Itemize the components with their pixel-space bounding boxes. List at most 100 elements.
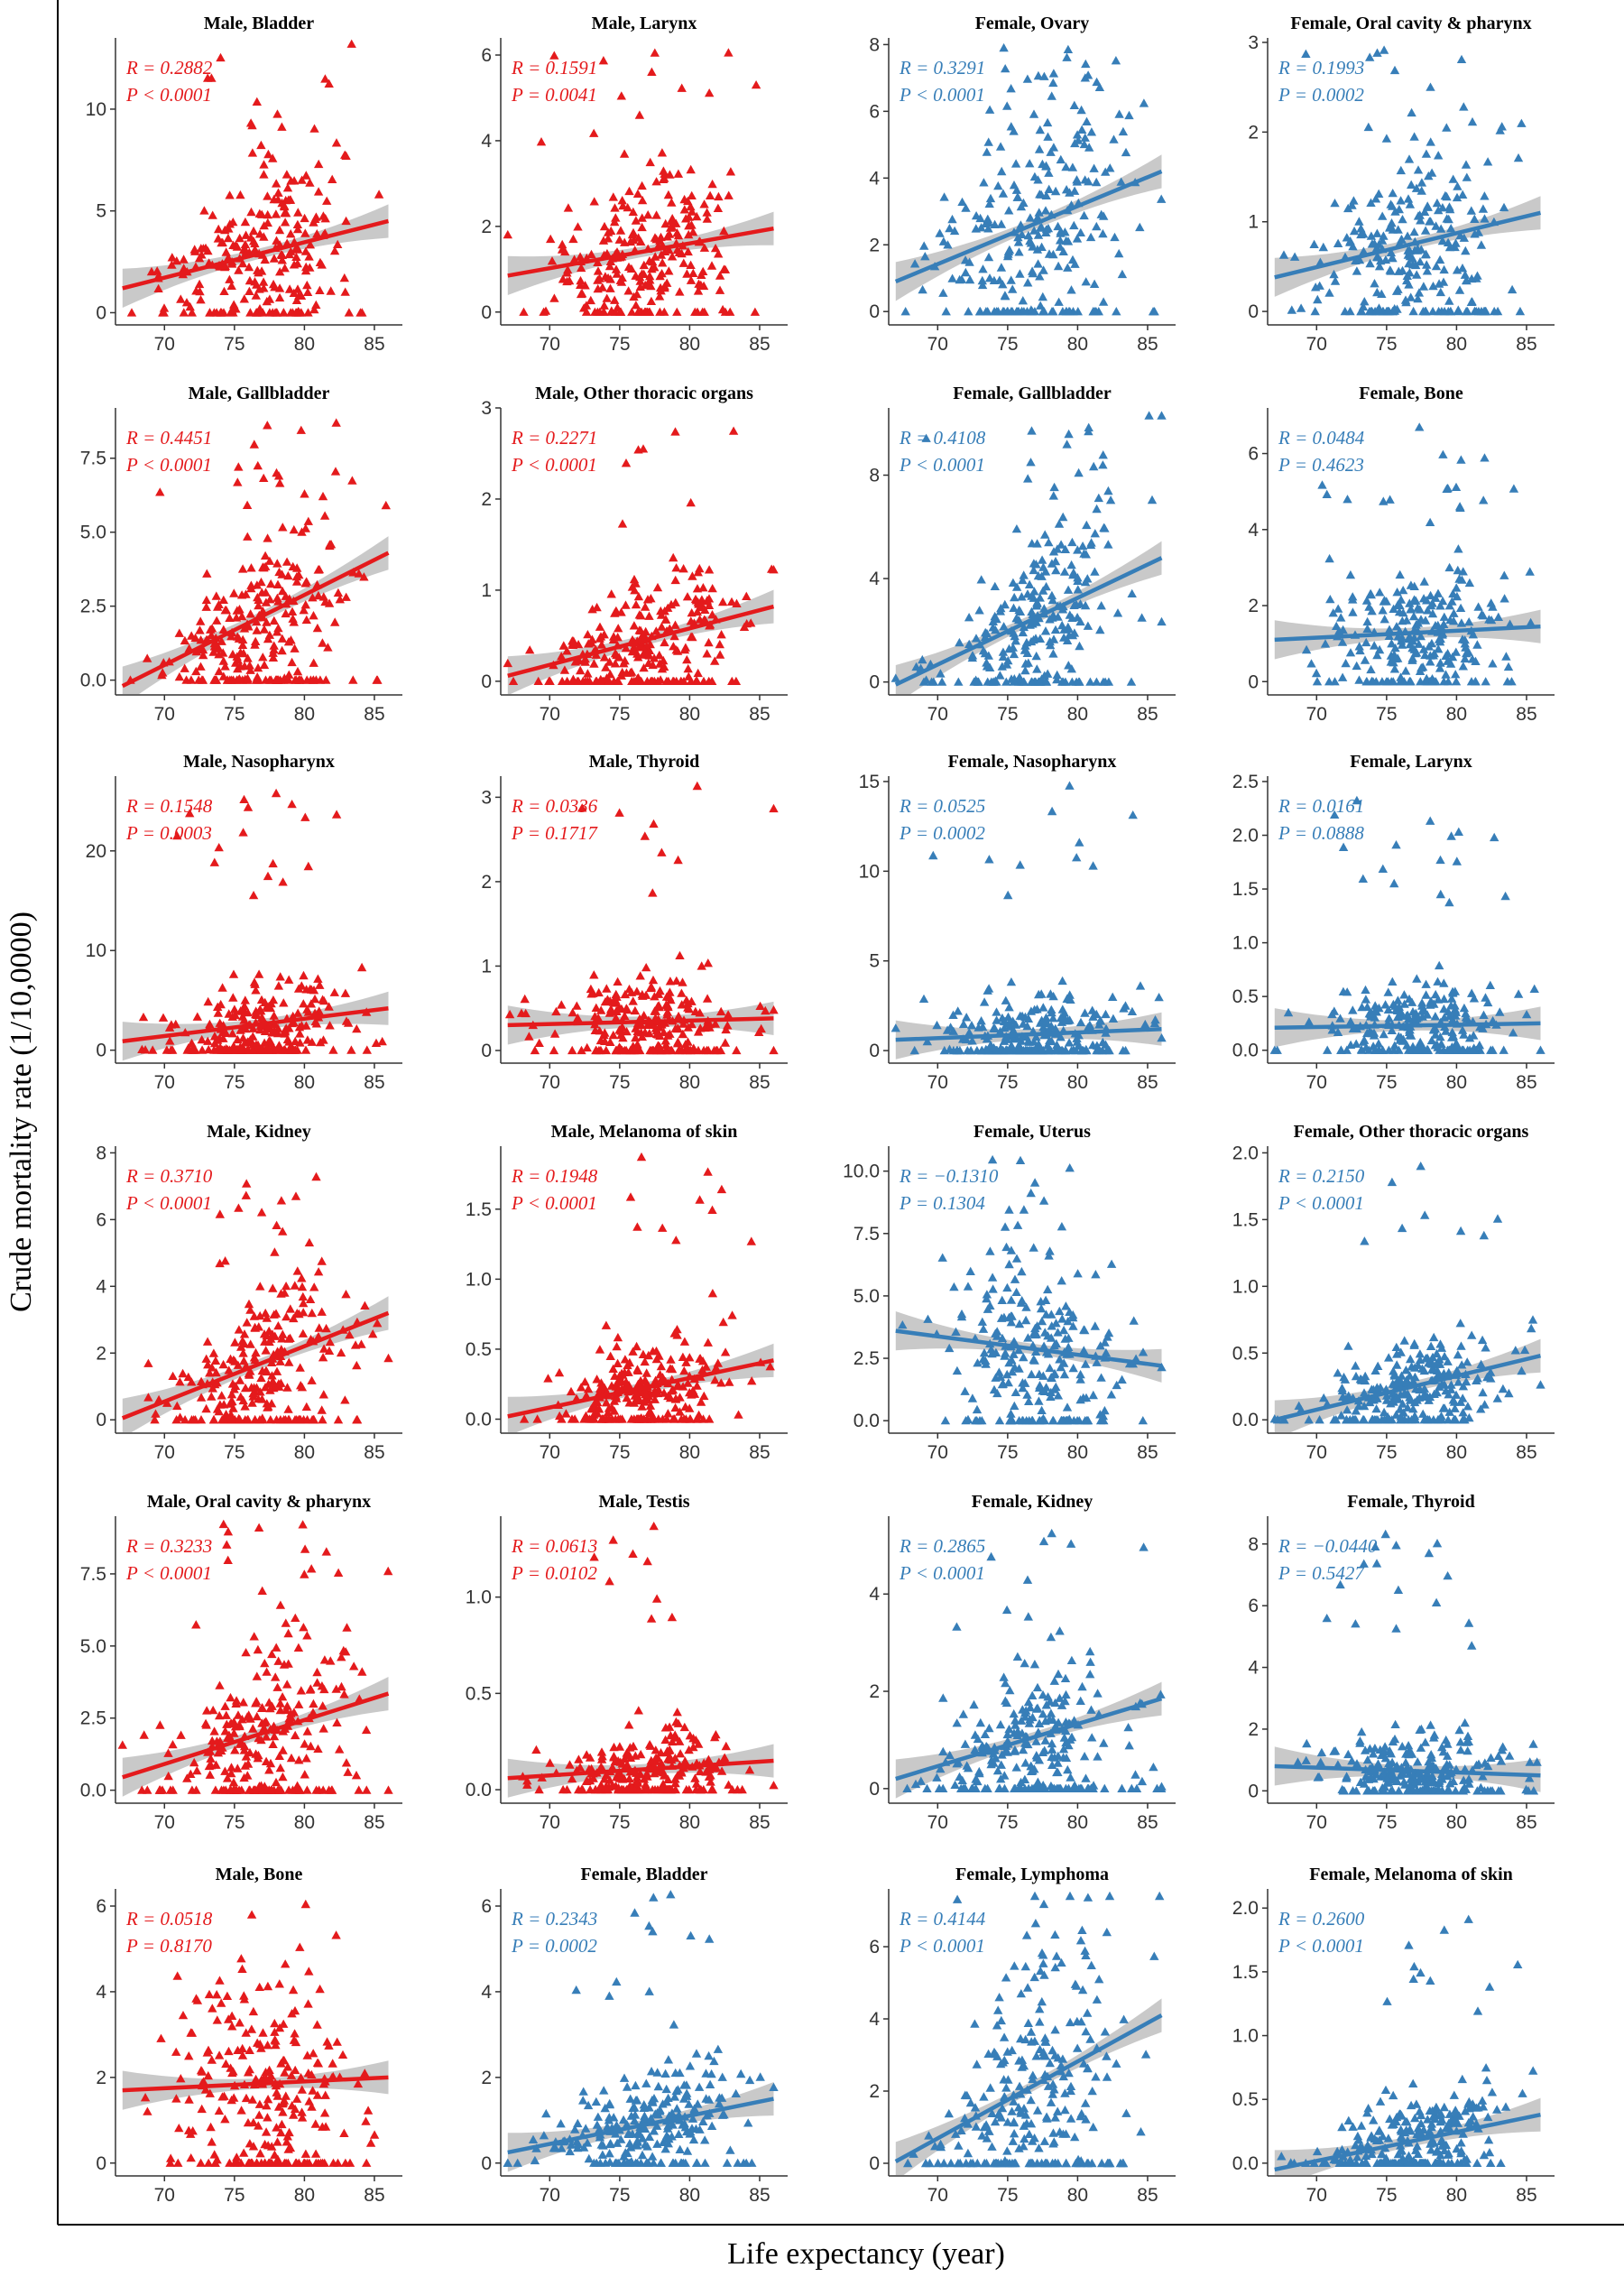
data-point xyxy=(291,308,301,317)
data-point xyxy=(1424,1358,1434,1367)
data-point xyxy=(1475,1023,1485,1032)
data-point xyxy=(1464,617,1474,626)
data-point xyxy=(229,1728,239,1737)
data-point xyxy=(1455,603,1466,612)
data-point xyxy=(1038,292,1047,301)
data-point xyxy=(245,286,254,295)
data-point xyxy=(742,591,752,600)
data-point xyxy=(1092,221,1102,231)
data-point xyxy=(196,662,206,671)
data-point xyxy=(179,308,189,317)
data-point xyxy=(669,631,679,641)
data-point xyxy=(251,1009,261,1019)
data-point xyxy=(1403,1402,1413,1412)
data-point xyxy=(195,625,205,634)
data-point xyxy=(705,88,715,97)
data-point xyxy=(991,1347,1001,1356)
data-point xyxy=(238,1395,248,1405)
data-point xyxy=(243,532,253,541)
data-point xyxy=(293,1643,304,1652)
data-point xyxy=(318,995,328,1004)
data-point xyxy=(1442,123,1452,132)
data-point xyxy=(981,218,991,227)
data-point xyxy=(568,234,578,244)
data-point xyxy=(660,1045,671,1055)
data-point xyxy=(261,1308,271,1318)
data-point xyxy=(938,236,949,245)
fit-line xyxy=(894,556,1163,687)
y-tick-label: 1 xyxy=(481,580,492,601)
data-point xyxy=(297,1273,307,1282)
data-point xyxy=(299,1623,309,1632)
data-point xyxy=(1086,127,1097,136)
data-point xyxy=(1101,1347,1112,1357)
y-tick-label: 0 xyxy=(869,1041,880,1061)
data-point xyxy=(577,803,587,812)
data-point xyxy=(1361,596,1372,605)
data-point xyxy=(711,1363,721,1372)
x-tick-label: 75 xyxy=(609,704,630,725)
data-point xyxy=(264,1036,274,1045)
data-point xyxy=(251,291,261,300)
data-point xyxy=(187,1377,197,1386)
x-tick-label: 70 xyxy=(154,334,175,355)
data-point xyxy=(1451,677,1462,686)
data-point xyxy=(1010,1362,1020,1372)
data-point xyxy=(971,634,982,643)
data-point xyxy=(241,589,251,598)
data-point xyxy=(1075,641,1084,651)
data-point xyxy=(1492,1214,1503,1223)
data-point xyxy=(601,1045,611,1055)
data-point xyxy=(628,1347,638,1356)
data-point xyxy=(997,1013,1008,1023)
data-point xyxy=(581,1411,591,1421)
data-point xyxy=(278,1329,288,1338)
data-point xyxy=(717,304,728,314)
data-point xyxy=(1052,674,1062,684)
data-point xyxy=(1101,1040,1111,1049)
data-point xyxy=(951,1327,961,1336)
data-point xyxy=(1412,1045,1422,1054)
stat-r: R = 0.1948 xyxy=(511,1165,598,1187)
data-point xyxy=(1427,677,1437,686)
data-point xyxy=(1457,264,1468,273)
data-point xyxy=(963,1282,973,1291)
data-point xyxy=(547,256,558,265)
data-point xyxy=(1420,1210,1430,1219)
data-point xyxy=(218,308,229,317)
data-point xyxy=(1435,287,1445,297)
y-tick-label: 4 xyxy=(1248,520,1259,541)
data-point xyxy=(1364,1045,1374,1054)
data-point xyxy=(1391,622,1402,631)
data-point xyxy=(1352,1039,1361,1048)
data-point xyxy=(1026,458,1036,467)
data-point xyxy=(230,1745,240,1754)
data-point xyxy=(282,1680,292,1689)
data-point xyxy=(656,1362,667,1371)
data-point xyxy=(318,1724,328,1733)
data-point xyxy=(1366,198,1376,207)
data-point xyxy=(1046,641,1056,650)
data-point xyxy=(283,1628,293,1638)
data-point xyxy=(1426,1035,1437,1045)
data-point xyxy=(1038,1003,1048,1012)
data-point xyxy=(1426,651,1435,660)
data-point xyxy=(254,229,265,238)
data-point xyxy=(1453,306,1463,316)
data-point xyxy=(333,1568,344,1577)
data-point xyxy=(1041,225,1051,234)
data-point xyxy=(221,1710,231,1719)
data-point xyxy=(716,630,726,639)
data-point xyxy=(278,523,288,532)
data-point xyxy=(582,1042,592,1052)
data-point xyxy=(1029,1243,1038,1252)
y-axis-title: Crude mortality rate (1/10,0000) xyxy=(5,912,38,1312)
data-point xyxy=(308,1708,318,1717)
data-point xyxy=(262,1313,272,1322)
data-point xyxy=(234,265,244,274)
data-point xyxy=(769,1045,779,1055)
data-point xyxy=(1088,307,1098,316)
data-point xyxy=(1006,275,1016,284)
data-point xyxy=(657,664,668,673)
